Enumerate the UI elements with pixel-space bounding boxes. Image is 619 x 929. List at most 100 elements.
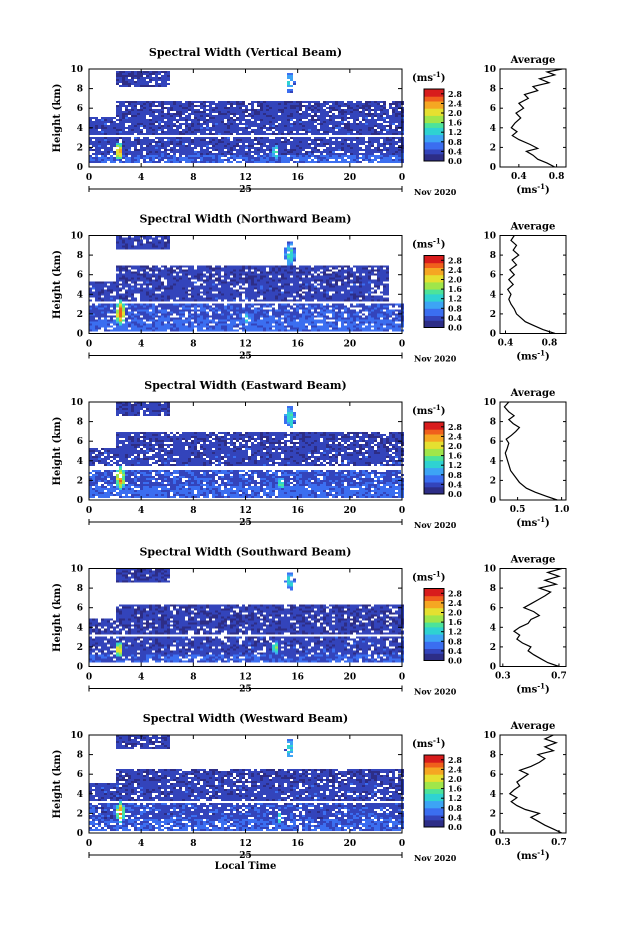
heatmap-cell [191,121,194,123]
heatmap-cell [227,119,230,121]
heatmap-cell [296,141,299,143]
colorbar-segment [424,108,444,112]
heatmap-cell [266,133,269,135]
heatmap-cell [317,143,320,145]
heatmap-cell [218,139,221,141]
heatmap-cell [281,107,284,109]
heatmap-cell [350,125,353,127]
heatmap-cell [143,315,146,318]
heatmap-cell [125,283,128,286]
heatmap-cell [395,125,398,127]
heatmap-cell [383,125,386,127]
heatmap-cell [359,133,362,135]
heatmap-cell [308,319,311,322]
heatmap-cell [254,153,257,155]
heatmap-cell [260,149,263,151]
heatmap-cell [149,297,152,300]
heatmap-cell [380,109,383,111]
heatmap-cell [326,119,329,121]
heatmap-cell [170,317,173,320]
heatmap-cell [317,105,320,107]
heatmap-cell [371,151,374,153]
heatmap-cell [281,119,284,121]
heatmap-cell [146,295,149,298]
heatmap-cell [179,315,182,318]
heatmap-cell [128,119,131,121]
heatmap-cell [239,313,242,316]
heatmap-cell [377,133,380,135]
heatmap-cell [284,161,287,163]
heatmap-cell [347,107,350,109]
heatmap-cell [203,307,206,310]
heatmap-cell [212,297,215,300]
heatmap-cell [131,285,134,288]
heatmap-cell [395,133,398,135]
colorbar-tick-label: 2.4 [448,98,462,108]
heatmap-cell [251,159,254,161]
heatmap-cell [110,295,113,298]
heatmap-cell [137,327,140,330]
heatmap-cell [188,159,191,161]
heatmap-cell [182,299,185,302]
heatmap-cell [392,143,395,145]
heatmap-cell [179,145,182,147]
heatmap-cell [293,329,296,332]
heatmap-cell [131,105,134,107]
heatmap-cell [338,115,341,117]
heatmap-cell [98,131,101,133]
heatmap-cell [221,329,224,332]
heatmap-cell [170,131,173,133]
heatmap-cell [200,295,203,298]
heatmap-cell [101,143,104,145]
heatmap-cell [278,289,281,292]
heatmap-cell [359,287,362,290]
heatmap-cell [221,303,224,306]
heatmap-cell [311,105,314,107]
heatmap-cell [194,291,197,294]
heatmap-cell [140,323,143,326]
average-y-tick-label: 0 [490,163,496,173]
heatmap-cell [308,121,311,123]
heatmap-cell [101,129,104,131]
heatmap-cell [92,127,95,129]
heatmap-cell [116,149,119,151]
colorbar-tick-label: 2.8 [448,89,462,99]
heatmap-cell [110,131,113,133]
heatmap-cell [287,287,290,290]
heatmap-cell [146,71,149,73]
heatmap-cell [194,319,197,322]
heatmap-cell [113,321,116,324]
heatmap-cell [326,159,329,161]
heatmap-cell [116,119,119,121]
heatmap-cell [341,285,344,288]
heatmap-cell [95,141,98,143]
heatmap-cell [356,147,359,149]
heatmap-cell [227,309,230,312]
heatmap-cell [233,113,236,115]
heatmap-cell [149,111,152,113]
heatmap-cell [362,143,365,145]
heatmap-cell [386,303,389,306]
heatmap-cell [131,143,134,145]
heatmap-cell [302,111,305,113]
heatmap-cell [131,313,134,316]
heatmap-cell [236,111,239,113]
heatmap-cell [359,319,362,322]
heatmap-cell [293,107,296,109]
heatmap-cell [95,161,98,163]
heatmap-cell [218,317,221,320]
heatmap-cell [203,305,206,308]
heatmap-cell [206,149,209,151]
heatmap-cell [338,303,341,306]
heatmap-cell [368,151,371,153]
heatmap-cell [314,303,317,306]
heatmap-cell [161,147,164,149]
heatmap-cell [236,325,239,328]
heatmap-cell [311,303,314,306]
heatmap-cell [350,303,353,306]
heatmap-cell [191,159,194,161]
heatmap-cell [215,111,218,113]
heatmap-cell [221,295,224,298]
heatmap-cell [227,103,230,105]
heatmap-cell [383,327,386,330]
